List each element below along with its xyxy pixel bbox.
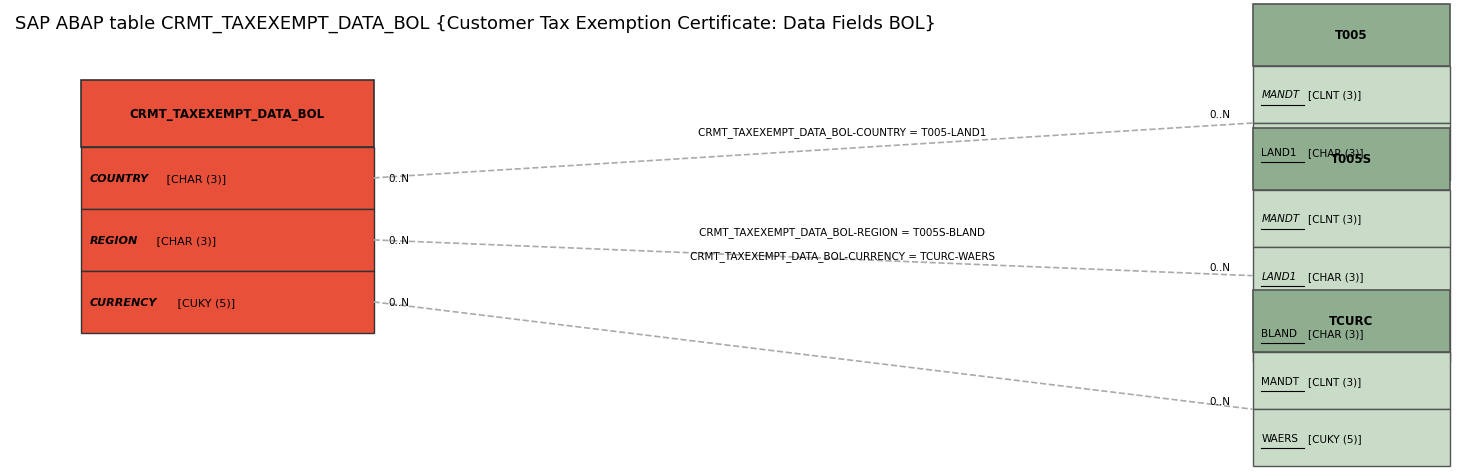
Text: 0..N: 0..N [388,236,409,245]
Text: WAERS: WAERS [1261,433,1298,443]
FancyBboxPatch shape [1253,305,1450,362]
Text: COUNTRY: COUNTRY [89,174,148,183]
Text: MANDT: MANDT [1261,90,1299,100]
FancyBboxPatch shape [1253,290,1450,352]
Text: CRMT_TAXEXEMPT_DATA_BOL: CRMT_TAXEXEMPT_DATA_BOL [129,108,325,121]
FancyBboxPatch shape [1253,190,1450,248]
FancyBboxPatch shape [1253,129,1450,190]
Text: 0..N: 0..N [388,298,409,307]
Text: REGION: REGION [89,236,138,245]
Text: T005: T005 [1335,29,1368,42]
Text: 0..N: 0..N [388,174,409,183]
FancyBboxPatch shape [81,81,374,148]
FancyBboxPatch shape [1253,352,1450,409]
Text: [CLNT (3)]: [CLNT (3)] [1308,214,1361,224]
Text: SAP ABAP table CRMT_TAXEXEMPT_DATA_BOL {Customer Tax Exemption Certificate: Data: SAP ABAP table CRMT_TAXEXEMPT_DATA_BOL {… [15,14,936,32]
Text: 0..N: 0..N [1210,110,1231,120]
Text: BLAND: BLAND [1261,328,1298,338]
FancyBboxPatch shape [81,209,374,271]
Text: CRMT_TAXEXEMPT_DATA_BOL-REGION = T005S-BLAND: CRMT_TAXEXEMPT_DATA_BOL-REGION = T005S-B… [699,227,986,238]
Text: LAND1: LAND1 [1261,271,1297,281]
Text: [CHAR (3)]: [CHAR (3)] [163,174,226,183]
Text: [CUKY (5)]: [CUKY (5)] [1308,433,1362,443]
FancyBboxPatch shape [1253,5,1450,67]
Text: [CHAR (3)]: [CHAR (3)] [1308,148,1364,157]
FancyBboxPatch shape [1253,67,1450,124]
Text: [CLNT (3)]: [CLNT (3)] [1308,90,1361,100]
Text: MANDT: MANDT [1261,376,1299,386]
Text: TCURC: TCURC [1329,315,1374,328]
FancyBboxPatch shape [81,271,374,333]
Text: 0..N: 0..N [1210,396,1231,406]
Text: [CLNT (3)]: [CLNT (3)] [1308,376,1361,386]
Text: T005S: T005S [1330,153,1373,166]
FancyBboxPatch shape [1253,409,1450,466]
Text: [CHAR (3)]: [CHAR (3)] [1308,271,1364,281]
Text: LAND1: LAND1 [1261,148,1297,157]
Text: CURRENCY: CURRENCY [89,298,157,307]
Text: [CHAR (3)]: [CHAR (3)] [152,236,215,245]
Text: [CUKY (5)]: [CUKY (5)] [174,298,234,307]
Text: [CHAR (3)]: [CHAR (3)] [1308,328,1364,338]
Text: 0..N: 0..N [1210,263,1231,272]
Text: CRMT_TAXEXEMPT_DATA_BOL-CURRENCY = TCURC-WAERS: CRMT_TAXEXEMPT_DATA_BOL-CURRENCY = TCURC… [690,250,995,261]
Text: CRMT_TAXEXEMPT_DATA_BOL-COUNTRY = T005-LAND1: CRMT_TAXEXEMPT_DATA_BOL-COUNTRY = T005-L… [699,127,986,138]
Text: MANDT: MANDT [1261,214,1299,224]
FancyBboxPatch shape [1253,248,1450,305]
FancyBboxPatch shape [1253,124,1450,181]
FancyBboxPatch shape [81,148,374,209]
